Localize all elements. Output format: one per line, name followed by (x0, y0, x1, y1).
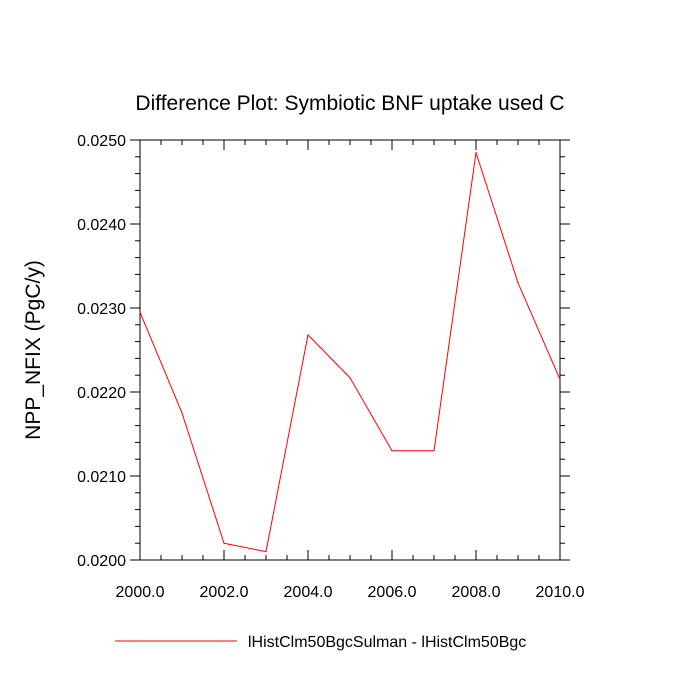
y-tick-label: 0.0240 (77, 217, 126, 234)
data-point (265, 551, 267, 553)
x-tick-label: 2008.0 (452, 584, 501, 601)
y-tick-label: 0.0230 (77, 301, 126, 318)
data-point (181, 412, 183, 414)
series-line-segment (223, 542, 267, 553)
series-line-segment (181, 412, 225, 544)
series-line-segment (139, 312, 183, 414)
chart-title: Difference Plot: Symbiotic BNF uptake us… (135, 92, 564, 115)
data-point (517, 282, 519, 284)
x-tick-label: 2006.0 (368, 584, 417, 601)
legend-label: lHistClm50BgcSulman - lHistClm50Bgc (248, 634, 526, 651)
y-tick-label: 0.0250 (77, 133, 126, 150)
data-point (139, 311, 141, 313)
data-point (223, 542, 225, 544)
series-line-segment (517, 282, 561, 380)
data-point (559, 378, 561, 380)
x-tick-label: 2004.0 (284, 584, 333, 601)
series-line-segment (433, 152, 477, 451)
series-group (139, 152, 561, 553)
x-tick-label: 2000.0 (116, 584, 165, 601)
plot-frame (139, 139, 561, 561)
x-tick-label: 2002.0 (200, 584, 249, 601)
data-point (391, 450, 393, 452)
y-tick-label: 0.0210 (77, 469, 126, 486)
y-tick-label: 0.0220 (77, 385, 126, 402)
data-point (307, 334, 309, 336)
legend: lHistClm50BgcSulman - lHistClm50Bgc (115, 634, 526, 651)
data-point (349, 377, 351, 379)
series-line-segment (265, 334, 309, 552)
series-line-segment (475, 152, 519, 283)
y-axis-label: NPP_NFIX (PgC/y) (22, 260, 45, 440)
x-tick-label: 2010.0 (536, 584, 585, 601)
y-tick-label: 0.0200 (77, 553, 126, 570)
data-point (433, 450, 435, 452)
data-point (475, 152, 477, 154)
series-line-segment (307, 334, 351, 379)
series-line-segment (349, 377, 393, 452)
